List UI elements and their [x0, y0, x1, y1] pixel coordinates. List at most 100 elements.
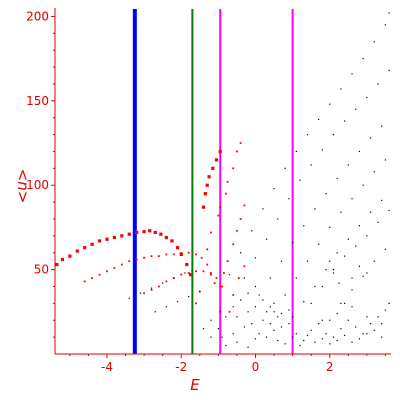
data-point — [128, 297, 130, 299]
data-point — [306, 334, 309, 337]
data-point — [207, 175, 211, 179]
data-point — [284, 294, 286, 296]
reference-lines — [132, 9, 294, 354]
data-point — [215, 277, 218, 279]
y-tick-label: 200 — [26, 9, 49, 23]
data-point — [351, 277, 353, 279]
data-point — [143, 292, 146, 295]
data-point — [310, 164, 312, 166]
data-point — [381, 199, 383, 202]
x-axis-label: E — [190, 376, 200, 394]
data-point — [210, 336, 212, 338]
data-point — [273, 302, 275, 304]
data-point — [321, 338, 323, 340]
data-point — [195, 270, 197, 273]
data-point — [173, 277, 175, 279]
data-point — [120, 234, 124, 238]
data-point — [239, 142, 242, 144]
data-point — [292, 242, 294, 244]
data-point — [292, 316, 294, 318]
data-point — [362, 275, 364, 277]
data-point — [284, 167, 286, 169]
data-point — [232, 333, 234, 335]
data-point — [75, 249, 79, 253]
data-point — [200, 256, 203, 259]
data-point — [210, 319, 212, 321]
data-point — [355, 108, 357, 110]
data-point — [243, 277, 245, 279]
data-point — [351, 306, 353, 308]
data-point — [266, 238, 268, 240]
data-point — [226, 260, 229, 263]
data-point — [377, 83, 379, 85]
data-point — [338, 282, 340, 284]
data-point — [299, 179, 301, 181]
data-point — [347, 319, 349, 321]
data-point — [217, 328, 219, 330]
data-point — [329, 103, 331, 105]
data-points — [55, 12, 390, 348]
data-point — [206, 248, 209, 251]
data-point — [170, 239, 174, 243]
data-point — [318, 118, 320, 120]
data-point — [343, 120, 346, 122]
data-point — [262, 208, 264, 210]
data-point — [377, 221, 379, 223]
data-point — [106, 270, 108, 273]
data-point — [366, 316, 368, 318]
data-point — [236, 229, 238, 232]
data-point — [83, 280, 86, 283]
data-point — [314, 208, 316, 210]
data-point — [127, 232, 131, 236]
data-point — [187, 251, 190, 254]
data-point — [162, 282, 164, 284]
data-point — [158, 255, 160, 258]
data-point — [295, 277, 297, 279]
data-point — [232, 294, 235, 296]
data-point — [236, 341, 238, 343]
data-point — [321, 149, 323, 151]
data-point — [366, 235, 368, 237]
data-point — [351, 198, 353, 200]
data-point — [128, 260, 131, 263]
data-point — [358, 225, 361, 227]
data-point — [318, 323, 320, 325]
data-point — [277, 218, 279, 220]
data-point — [153, 230, 157, 235]
data-point — [247, 311, 249, 313]
plot-area — [55, 9, 390, 354]
data-point — [318, 243, 320, 245]
data-point — [150, 255, 153, 258]
data-point — [188, 296, 190, 298]
data-point — [139, 292, 141, 294]
data-point — [288, 323, 290, 325]
data-point — [262, 319, 264, 321]
data-point — [226, 180, 229, 183]
data-point — [112, 235, 117, 240]
data-point — [225, 316, 227, 318]
data-point — [91, 277, 94, 279]
data-point — [280, 312, 283, 315]
data-point — [280, 326, 283, 328]
data-point — [373, 41, 375, 43]
data-point — [206, 263, 209, 266]
data-point — [351, 341, 353, 343]
data-point — [199, 290, 201, 293]
data-point — [336, 312, 338, 315]
data-point — [135, 230, 139, 235]
data-point — [221, 336, 223, 338]
data-point — [292, 336, 294, 338]
data-point — [55, 262, 59, 267]
data-point — [388, 209, 390, 212]
data-point — [336, 339, 338, 342]
data-point — [388, 12, 390, 14]
data-point — [358, 150, 361, 153]
data-point — [188, 273, 193, 277]
data-point — [347, 164, 349, 166]
data-point — [201, 205, 206, 209]
data-point — [332, 269, 335, 271]
data-point — [262, 299, 264, 301]
data-point — [176, 301, 179, 303]
data-point — [154, 311, 156, 313]
